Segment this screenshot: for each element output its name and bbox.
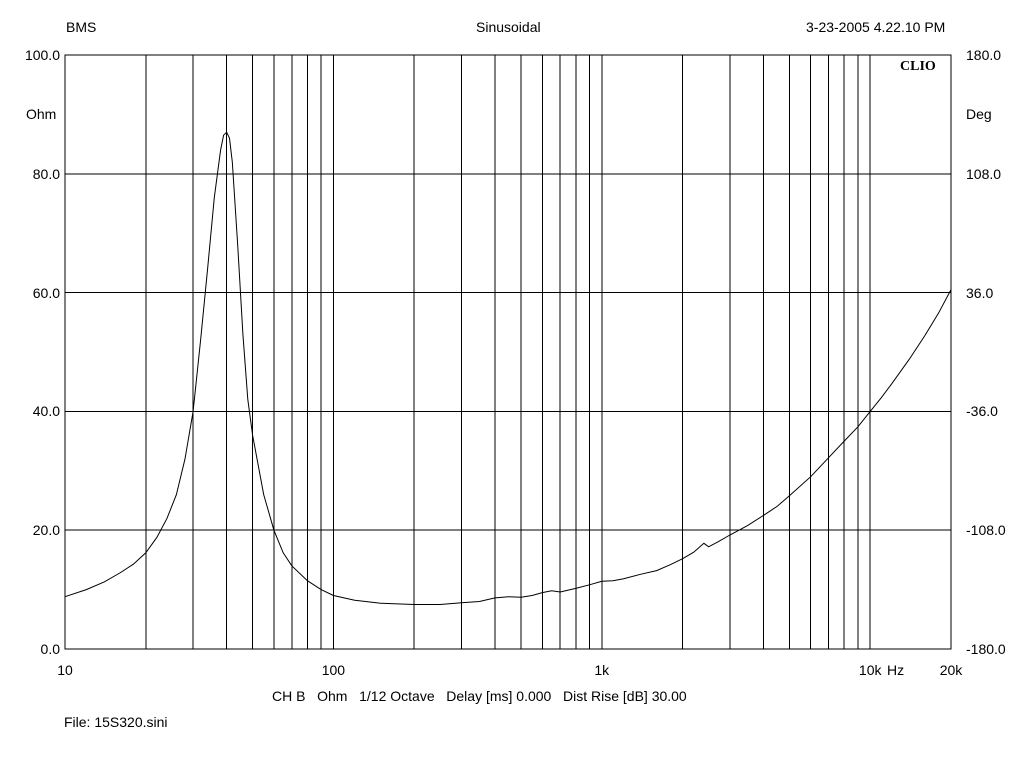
x-tick-label: 20k [939,662,963,678]
y-tick-label: 40.0 [32,403,60,420]
y-axis-right-unit: Deg [966,106,992,122]
y2-tick-label: -180.0 [966,641,1006,657]
header-center-label: Sinusoidal [476,19,541,35]
chart-grid [65,55,951,649]
file-name: File: 15S320.sini [64,714,168,730]
y2-tick-label: 108.0 [966,165,1002,182]
y-tick-label: 20.0 [32,522,60,539]
y2-tick-label: -108.0 [966,522,1006,539]
x-axis-unit: Hz [887,662,905,678]
header-left-label: BMS [66,19,97,35]
y2-tick-label: 180.0 [966,47,1002,63]
y-tick-label: 80.0 [32,165,60,182]
impedance-curve [64,131,952,605]
y-tick-label: 100.0 [24,47,60,63]
x-tick-label: 10 [57,662,73,678]
header-right-timestamp: 3-23-2005 4.22.10 PM [806,19,946,35]
measurement-info: CH B Ohm 1/12 Octave Delay [ms] 0.000 Di… [272,688,687,704]
y-tick-label: 60.0 [32,284,60,301]
y2-tick-label: -36.0 [966,403,998,420]
y2-tick-label: 36.0 [966,284,994,301]
x-tick-label: 10k [858,662,882,678]
y-axis-left-unit: Ohm [26,106,57,122]
x-tick-label: 100 [321,662,346,678]
plot-frame [64,54,952,650]
brand-label: CLIO [900,59,936,74]
x-tick-label: 1k [594,662,610,678]
y-tick-label: 0.0 [40,641,60,657]
